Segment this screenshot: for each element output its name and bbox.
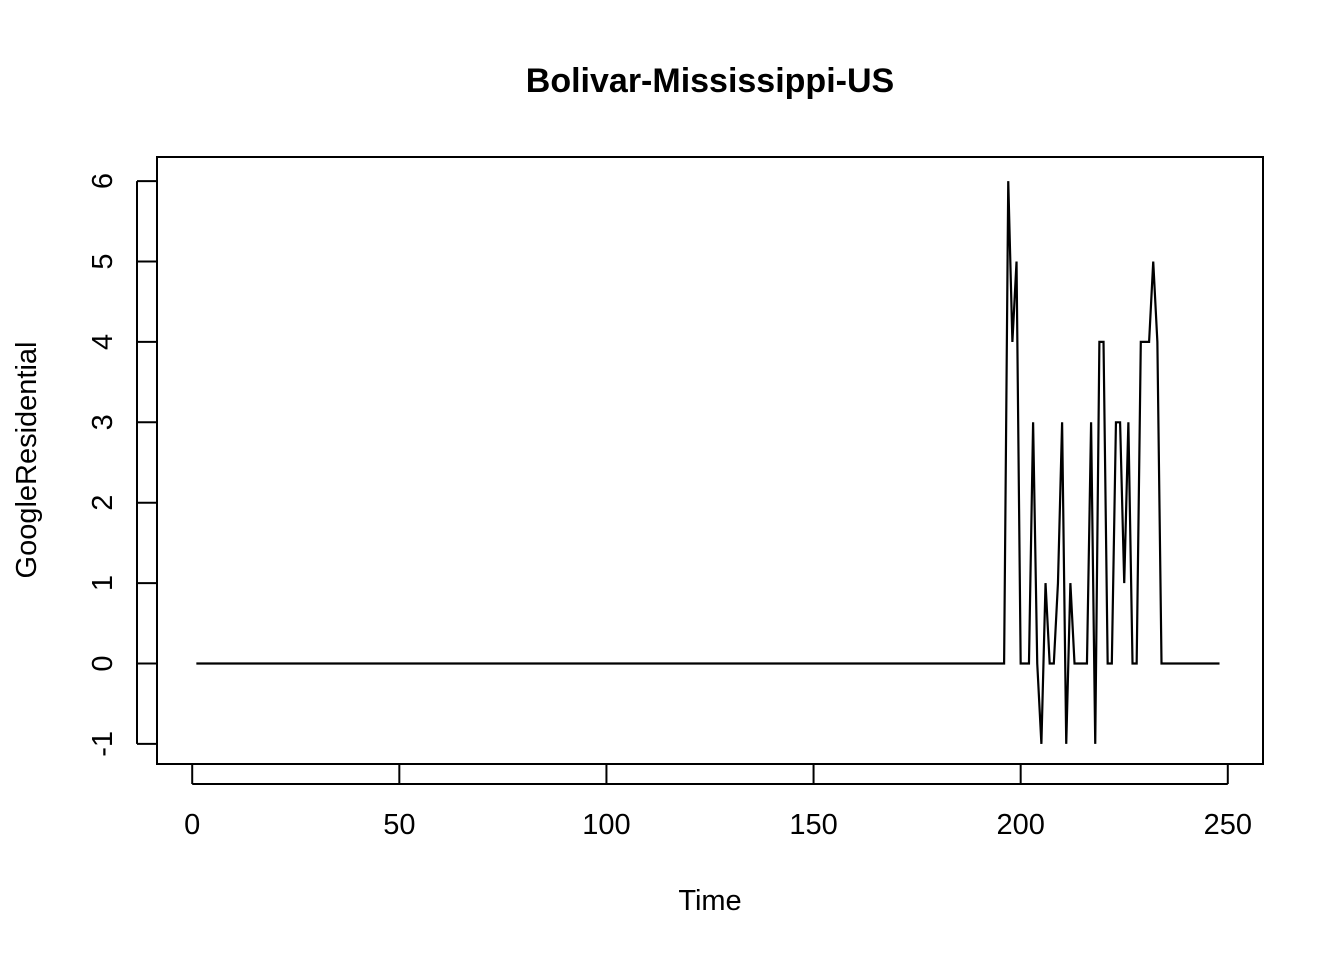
x-axis: 0 50 100 150 200 250 — [184, 764, 1252, 841]
y-tick-label: -1 — [87, 731, 119, 757]
plot-area-frame — [156, 156, 1264, 765]
y-tick-label: 4 — [87, 334, 119, 350]
x-tick-label: 150 — [789, 809, 837, 841]
x-tick-label: 200 — [996, 809, 1044, 841]
y-tick-label: 1 — [87, 575, 119, 591]
x-tick-label: 250 — [1204, 809, 1252, 841]
y-axis-label: GoogleResidential — [11, 342, 43, 579]
y-tick-label: 2 — [87, 495, 119, 511]
x-tick-label: 100 — [582, 809, 630, 841]
series-line — [196, 181, 1220, 744]
x-tick-label: 50 — [383, 809, 415, 841]
y-tick-label: 6 — [87, 173, 119, 189]
y-tick-label: 0 — [87, 655, 119, 671]
y-axis: -1 0 1 2 3 4 5 6 — [87, 173, 157, 757]
y-tick-label: 5 — [87, 253, 119, 269]
chart-title: Bolivar-Mississippi-US — [526, 62, 894, 100]
x-tick-label: 0 — [184, 809, 200, 841]
y-tick-label: 3 — [87, 414, 119, 430]
x-axis-label: Time — [678, 885, 741, 917]
series-layer — [196, 181, 1220, 744]
